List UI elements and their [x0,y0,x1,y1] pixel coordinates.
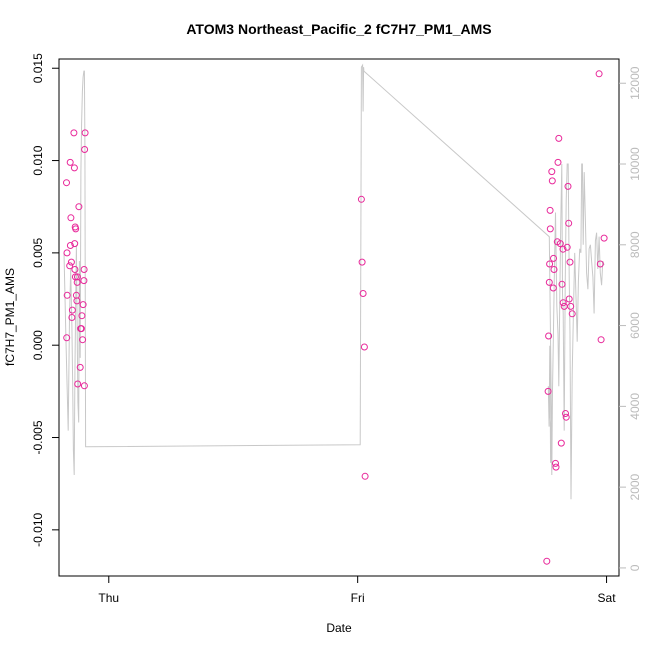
data-point [559,245,567,253]
data-point [76,363,84,371]
data-point [63,179,70,187]
data-point [565,219,573,227]
x-tick-label: Sat [598,591,617,605]
data-point [566,258,574,266]
data-point [550,266,558,273]
data-point [66,158,74,166]
data-point [81,146,89,153]
data-point [558,280,566,288]
data-point [70,164,78,172]
data-point [67,214,75,222]
data-point [63,334,71,342]
data-point [548,177,556,185]
data-point [559,299,567,307]
data-point [546,225,554,233]
data-point [73,273,81,281]
data-point [544,387,552,395]
data-point [358,258,366,266]
data-point [600,234,608,242]
data-point [565,295,573,303]
y-tick-label: 0.000 [31,330,45,360]
y2-tick-label: 8000 [628,231,642,258]
y-axis-title: fC7H7_PM1_AMS [3,268,17,366]
data-point [359,290,367,297]
data-point [568,310,576,318]
data-point [557,439,565,447]
data-point [562,413,570,421]
data-point [554,158,562,166]
point-series [63,70,608,565]
data-point [357,195,365,203]
data-point [564,182,572,190]
data-point [71,266,79,273]
y-tick-label: 0.015 [31,53,45,83]
data-point [68,314,76,321]
data-point [546,206,554,214]
data-point [81,129,89,137]
data-point [548,168,556,176]
y-tick-label: 0.005 [31,238,45,268]
y2-tick-label: 4000 [628,393,642,420]
y-tick-label: -0.010 [31,513,45,547]
y2-tick-label: 12000 [628,66,642,100]
data-point [560,302,568,310]
data-point [545,278,553,286]
data-point [68,306,76,314]
y2-tick-label: 0 [628,564,642,571]
data-point [552,463,560,471]
data-point [543,557,551,565]
data-point [360,343,368,351]
data-point [79,301,87,309]
data-point [79,336,87,344]
data-point [77,325,85,333]
data-point [80,382,88,390]
y-tick-label: 0.010 [31,145,45,175]
data-point [556,240,564,248]
data-point [595,70,603,78]
data-point [546,260,554,268]
data-point [66,242,74,249]
x-tick-label: Fri [351,591,365,605]
data-point [67,258,75,266]
chart-title: ATOM3 Northeast_Pacific_2 fC7H7_PM1_AMS [186,21,491,37]
data-point [66,262,74,270]
data-point [78,312,86,320]
data-point [567,302,575,310]
x-tick-label: Thu [98,591,119,605]
data-point [552,459,559,467]
data-point [555,134,563,142]
data-point [73,297,81,305]
data-point [549,284,557,292]
data-point [361,472,369,480]
axes: -0.010 -0.005 0.000 0.005 0.010 0.015 0 2000 400… [31,53,642,605]
data-point [70,129,78,137]
data-point [71,240,79,248]
y-tick-label: -0.005 [31,420,45,454]
data-point [75,203,83,211]
data-point [563,243,571,251]
data-point [550,254,557,262]
data-point [63,249,71,257]
data-point [80,277,88,285]
x-axis-title: Date [326,621,352,635]
data-point [80,266,88,273]
y2-tick-label: 2000 [628,473,642,500]
data-point [562,410,569,417]
data-point [597,336,605,344]
data-point [545,332,553,340]
data-point [596,260,604,268]
line-series [63,63,605,500]
data-point [72,225,80,233]
plot-frame [58,58,620,577]
y2-tick-label: 6000 [628,312,642,339]
series-line-path [63,63,605,500]
data-point [63,291,71,299]
data-point [74,380,82,388]
y2-tick-label: 10000 [628,147,642,181]
